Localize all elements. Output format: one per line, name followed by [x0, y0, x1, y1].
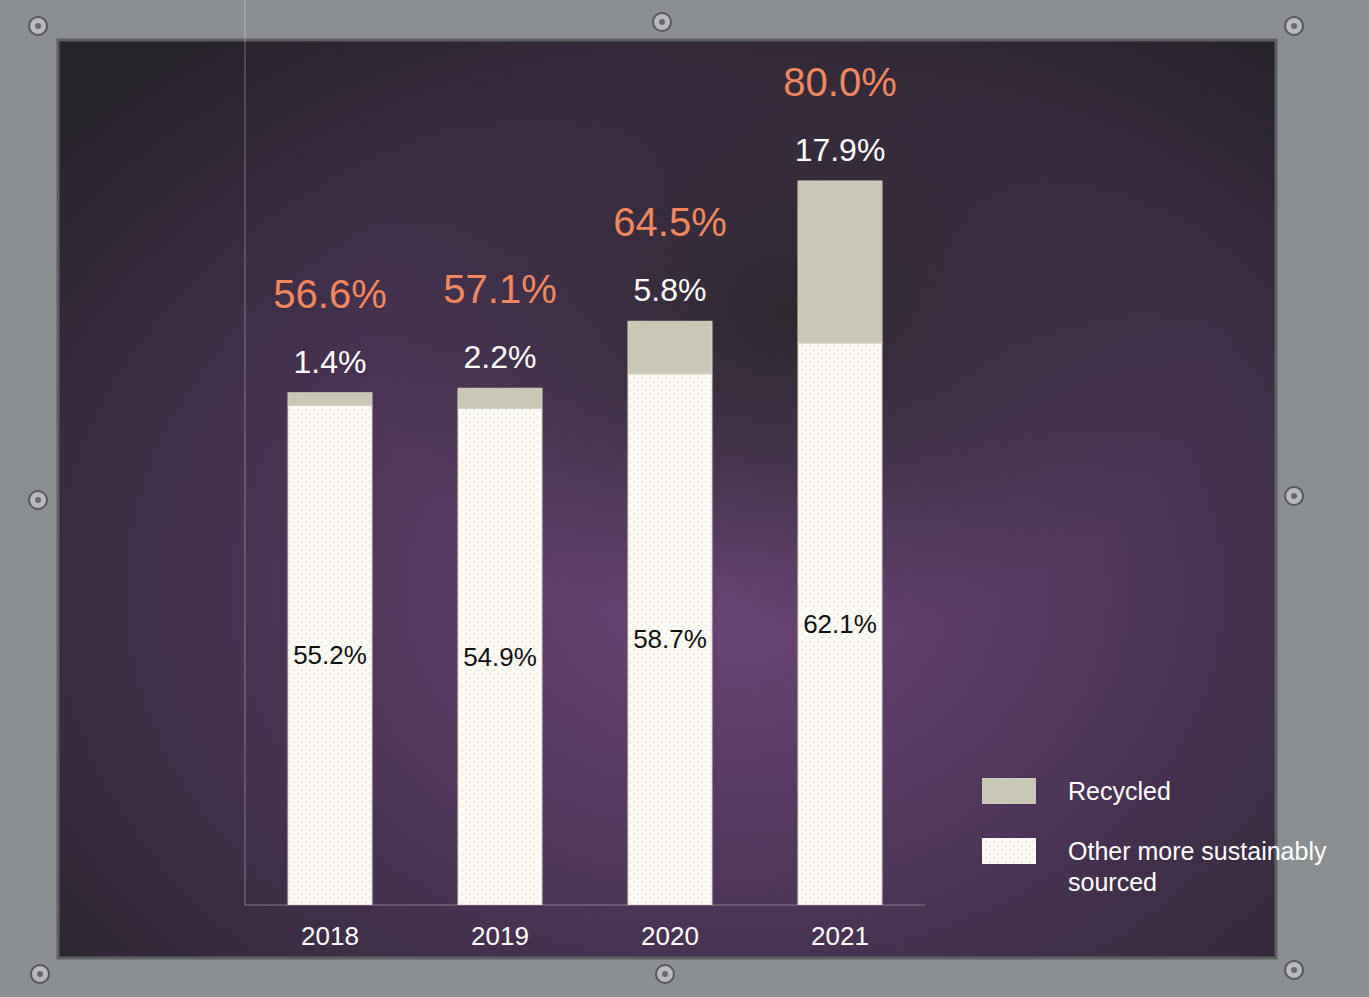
data-label: 1.4% [294, 344, 367, 380]
screw [31, 965, 49, 983]
bar-segment [458, 408, 542, 905]
screw [656, 965, 674, 983]
screw [653, 13, 671, 31]
chart-container: 55.2% 1.4% 56.6% 2018 54.9% 2.2% 57.1% 2019 58.7… [0, 0, 1369, 997]
chart-svg: 55.2% 1.4% 56.6% 2018 54.9% 2.2% 57.1% 2019 58.7… [0, 0, 1369, 997]
data-label: 2.2% [464, 339, 537, 375]
photo-shade [58, 40, 1276, 958]
data-label: 55.2% [293, 640, 367, 670]
screw [1285, 17, 1303, 35]
data-label: 54.9% [463, 642, 537, 672]
x-tick-label: 2019 [471, 921, 529, 951]
legend-label: Other more sustainably sourced [1068, 837, 1327, 896]
data-label: 5.8% [634, 272, 707, 308]
screw [1285, 487, 1303, 505]
screw [29, 491, 47, 509]
total-label: 56.6% [273, 272, 386, 316]
page: {"chart_data": {"type": "bar", "stacked"… [0, 0, 1369, 997]
legend-label-line: Other more sustainably [1068, 837, 1327, 865]
screw-center [662, 971, 668, 977]
bar-segment [288, 393, 372, 406]
screw-center [1291, 493, 1297, 499]
bar-segment [288, 405, 372, 905]
screw-center [1291, 967, 1297, 973]
total-label: 64.5% [613, 200, 726, 244]
legend-label-line: Recycled [1068, 777, 1171, 805]
legend: Recycled Other more sustainably sourced [982, 777, 1327, 896]
screw-center [35, 497, 41, 503]
legend-label-line: sourced [1068, 868, 1157, 896]
screw-center [35, 23, 41, 29]
frame [0, 0, 1369, 997]
bar-segment [628, 321, 712, 373]
screw [1285, 961, 1303, 979]
bar-segment [798, 181, 882, 343]
bar-segment [458, 388, 542, 408]
bar-segment [798, 343, 882, 905]
data-label: 62.1% [803, 609, 877, 639]
data-label: 58.7% [633, 624, 707, 654]
legend-swatch [982, 778, 1036, 804]
screw-center [659, 19, 665, 25]
photo-area [58, 40, 1276, 958]
labels: 55.2% 1.4% 56.6% 2018 54.9% 2.2% 57.1% 2019 58.7… [273, 60, 896, 951]
x-tick-label: 2018 [301, 921, 359, 951]
screw-center [37, 971, 43, 977]
total-label: 80.0% [783, 60, 896, 104]
frame-inner-edge [58, 40, 1276, 958]
legend-swatch [982, 838, 1036, 864]
screw-center [1291, 23, 1297, 29]
screw [29, 17, 47, 35]
y-axis-line [245, 0, 246, 905]
x-tick-label: 2021 [811, 921, 869, 951]
x-tick-label: 2020 [641, 921, 699, 951]
total-label: 57.1% [443, 267, 556, 311]
legend-label: Recycled [1068, 777, 1171, 805]
data-label: 17.9% [795, 132, 886, 168]
bar-segment [628, 374, 712, 905]
